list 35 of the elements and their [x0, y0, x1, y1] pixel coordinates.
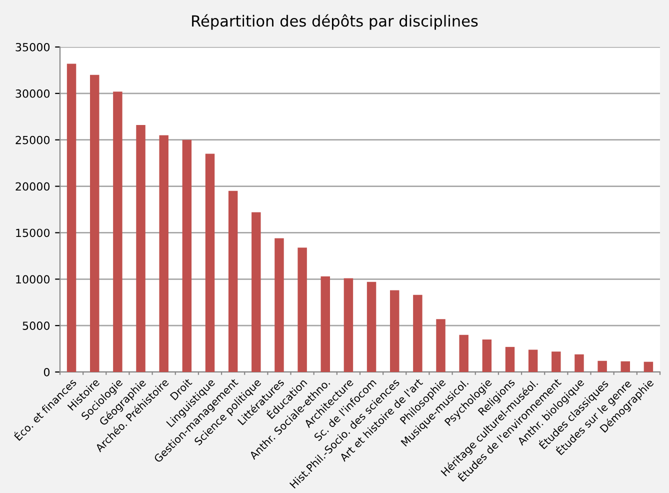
bar	[505, 346, 515, 372]
chart-title: Répartition des dépôts par disciplines	[192, 14, 478, 30]
y-tick-label: 5000	[22, 322, 50, 330]
bar	[459, 334, 468, 372]
bar	[298, 248, 307, 372]
y-tick-label: 20000	[16, 182, 50, 191]
bar	[159, 135, 168, 372]
bar	[574, 354, 584, 372]
bar	[274, 238, 284, 372]
bar	[136, 125, 146, 372]
bar	[528, 350, 538, 372]
y-tick-label: 10000	[16, 275, 50, 284]
bar	[252, 212, 261, 372]
bar	[90, 74, 100, 372]
bar	[552, 352, 561, 372]
bar	[205, 154, 215, 372]
y-tick-label: 35000	[16, 42, 50, 52]
bar	[113, 92, 122, 372]
y-tick-label: 30000	[16, 89, 50, 98]
bar	[390, 290, 400, 372]
bar	[344, 278, 354, 372]
bar	[413, 294, 422, 372]
bar	[620, 361, 630, 372]
bar	[366, 282, 376, 372]
bar	[66, 64, 76, 372]
bar	[644, 362, 654, 372]
bar	[320, 276, 330, 372]
y-tick-label: 0	[44, 368, 50, 376]
bar	[482, 340, 492, 372]
bar	[182, 140, 192, 372]
y-tick-label: 15000	[16, 228, 50, 238]
y-tick-label: 25000	[16, 136, 50, 144]
bar	[598, 360, 607, 372]
bar	[436, 319, 446, 372]
bar	[228, 190, 238, 372]
